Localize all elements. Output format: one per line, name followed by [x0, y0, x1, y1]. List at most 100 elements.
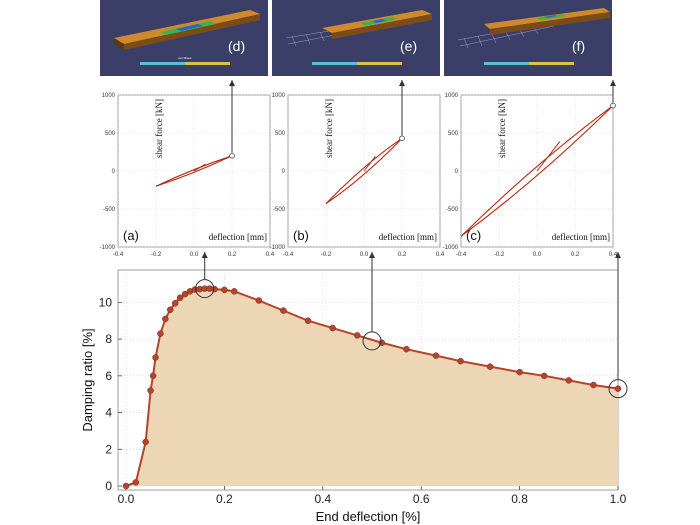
main-y-tick-label: 0 — [105, 479, 112, 493]
arrow-main-to-mini-1-head — [369, 252, 375, 258]
y-axis-label: shear force [kN] — [154, 99, 164, 158]
damping-data-point — [280, 307, 287, 314]
arrow-a-to-d-head — [229, 80, 235, 86]
damping-data-point — [162, 315, 169, 323]
arrow-b-to-e-head — [399, 80, 405, 86]
y-tick-label: 1000 — [272, 93, 286, 99]
main-x-axis-label: End deflection [%] — [316, 509, 421, 524]
main-y-tick-label: 8 — [105, 332, 112, 346]
x-tick-label: 0.2 — [398, 252, 407, 258]
render-panel-d: (d) von Mises — [100, 0, 268, 76]
beam-render-d — [114, 10, 260, 65]
damping-data-point — [329, 324, 336, 332]
x-axis-label: deflection [mm] — [209, 232, 267, 242]
y-tick-label: 1000 — [102, 93, 116, 99]
main-x-tick-label: 0.8 — [511, 492, 528, 506]
damping-data-point — [614, 385, 622, 392]
y-tick-label: 1000 — [445, 93, 459, 99]
y-tick-label: 0 — [282, 169, 286, 175]
y-tick-label: 0 — [112, 169, 116, 175]
render-panel-f: (f) — [444, 0, 612, 76]
damping-data-point — [147, 387, 154, 394]
y-tick-label: -500 — [103, 207, 116, 213]
peak-marker — [229, 153, 235, 159]
y-tick-label: -1000 — [443, 245, 459, 251]
damping-ratio-chart: 0.0 0.2 0.4 0.6 0.8 1.0 0 2 4 6 8 10 End deflection … — [80, 269, 628, 524]
hysteresis-lower-branch — [460, 105, 614, 237]
damping-data-point — [230, 288, 238, 295]
render-scale-title: von Mises — [178, 56, 192, 60]
damping-data-point — [211, 285, 218, 293]
hysteresis-upper-branch — [155, 155, 233, 187]
x-tick-label: 0.0 — [190, 252, 199, 258]
x-tick-label: -0.2 — [151, 252, 162, 258]
hysteresis-upper-branch — [460, 105, 614, 237]
y-tick-label: -500 — [446, 207, 459, 213]
main-y-axis-label: Damping ratio [%] — [80, 328, 95, 431]
damping-data-point — [122, 482, 130, 490]
main-x-tick-label: 0.0 — [118, 492, 135, 506]
damping-data-point — [255, 297, 263, 304]
beam-render-e — [285, 10, 432, 65]
hysteresis-chart-c: -0.4 -0.2 0.0 0.2 0.4 1000 500 0 -500 -1000 (c) def… — [443, 93, 618, 258]
damping-data-point — [132, 479, 140, 486]
y-tick-label: -1000 — [100, 245, 116, 251]
x-tick-label: 0.0 — [533, 252, 542, 258]
render-label-d: (d) — [228, 38, 246, 54]
y-axis-label: shear force [kN] — [497, 99, 507, 158]
main-y-tick-label: 2 — [105, 442, 112, 456]
panel-label: (a) — [123, 228, 139, 243]
y-tick-label: 500 — [105, 131, 116, 137]
x-tick-label: 0.2 — [228, 252, 237, 258]
x-axis-label: deflection [mm] — [379, 232, 437, 242]
damping-data-point — [149, 372, 157, 380]
y-tick-label: -1000 — [270, 245, 286, 251]
main-y-tick-label: 10 — [99, 295, 113, 309]
y-tick-label: 0 — [455, 169, 459, 175]
damping-data-point — [432, 352, 440, 359]
hysteresis-upper-branch — [325, 137, 403, 205]
x-tick-label: -0.4 — [113, 252, 124, 258]
damping-area-fill — [126, 288, 618, 486]
damping-data-point — [516, 368, 523, 376]
x-tick-label: -0.2 — [321, 252, 332, 258]
y-axis-label: shear force [kN] — [324, 99, 334, 158]
damping-data-point — [167, 306, 174, 313]
render-panel-e: (e) — [272, 0, 440, 76]
main-x-tick-label: 0.6 — [413, 492, 430, 506]
damping-data-point — [565, 377, 573, 384]
hysteresis-lower-branch — [325, 137, 403, 205]
arrow-main-to-mini-2-head — [615, 252, 621, 258]
panel-label: (c) — [466, 228, 481, 243]
damping-data-point — [304, 317, 312, 324]
hysteresis-lower-branch — [155, 155, 233, 187]
damping-data-point — [590, 381, 597, 389]
arrow-c-to-f-head — [610, 80, 616, 86]
initial-loading-branch — [536, 141, 561, 172]
damping-data-point — [457, 357, 464, 365]
peak-marker — [399, 135, 405, 142]
panel-label: (b) — [293, 228, 309, 243]
x-tick-label: 0.2 — [571, 252, 580, 258]
damping-data-point — [142, 438, 149, 446]
main-x-tick-label: 0.2 — [216, 492, 233, 506]
x-tick-label: 0.0 — [360, 252, 369, 258]
initial-loading-branch — [363, 155, 376, 172]
damping-data-point — [181, 290, 189, 298]
peak-marker — [610, 102, 616, 109]
damping-data-point — [403, 345, 410, 353]
damping-data-point — [157, 330, 164, 337]
damping-data-point — [540, 372, 548, 380]
y-tick-label: 500 — [275, 131, 286, 137]
y-tick-label: 500 — [448, 131, 459, 137]
main-x-tick-label: 0.4 — [314, 492, 331, 506]
main-x-tick-label: 1.0 — [610, 492, 627, 506]
x-tick-label: -0.2 — [494, 252, 505, 258]
arrow-main-to-mini-0-head — [201, 252, 208, 258]
hysteresis-chart-b: -0.4 -0.2 0.0 0.2 0.4 1000 500 0 -500 -1000 (b) def… — [270, 93, 445, 258]
x-tick-label: 0.4 — [266, 252, 275, 258]
hysteresis-chart-a: -0.4 -0.2 0.0 0.2 0.4 1000 500 0 -500 -1000 (a) def… — [100, 93, 275, 258]
damping-data-point — [486, 363, 494, 370]
x-tick-label: -0.4 — [456, 252, 467, 258]
